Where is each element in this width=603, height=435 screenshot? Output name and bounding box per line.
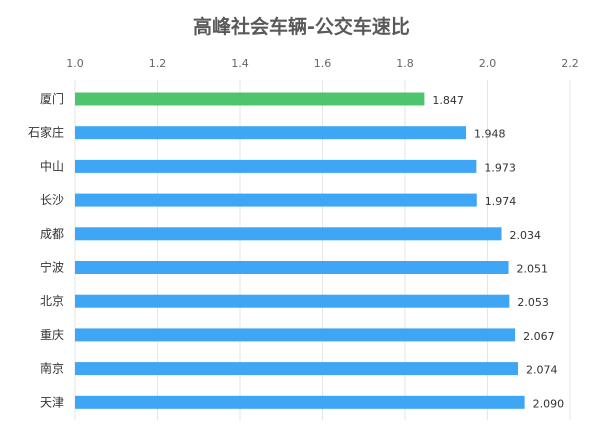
x-tick-label: 1.0 [66,57,84,70]
category-label: 长沙 [40,193,64,207]
x-tick-label: 2.0 [479,57,497,70]
value-label: 2.090 [533,397,565,410]
bar [75,294,510,308]
value-label: 2.074 [526,364,558,377]
bar [75,261,509,274]
value-label: 1.847 [432,94,464,107]
category-label: 厦门 [40,91,64,106]
category-label: 宁波 [40,260,64,275]
bar [75,328,516,342]
x-tick-label: 1.4 [231,57,249,70]
bar [75,193,477,207]
x-tick-label: 1.8 [396,57,414,70]
chart-title: 高峰社会车辆-公交车速比 [193,16,410,38]
value-label: 1.974 [485,195,517,208]
value-label: 1.973 [484,161,516,174]
bar [75,126,467,140]
value-label: 2.053 [517,296,549,309]
category-label: 成都 [40,227,64,241]
category-label: 中山 [40,158,64,173]
x-tick-label: 1.2 [149,57,167,70]
bar [75,362,519,376]
category-label: 北京 [40,294,64,308]
value-label: 2.067 [523,330,555,343]
bar [75,395,525,409]
bar [75,159,477,173]
x-tick-label: 2.2 [561,57,579,70]
bar [75,92,425,106]
category-label: 石家庄 [28,125,64,140]
category-label: 重庆 [40,328,64,342]
category-label: 南京 [40,361,64,376]
value-label: 2.034 [510,229,542,242]
value-label: 2.051 [517,263,549,276]
category-label: 天津 [40,395,64,409]
value-label: 1.948 [474,128,506,141]
bar [75,227,502,241]
x-tick-label: 1.6 [314,57,332,70]
